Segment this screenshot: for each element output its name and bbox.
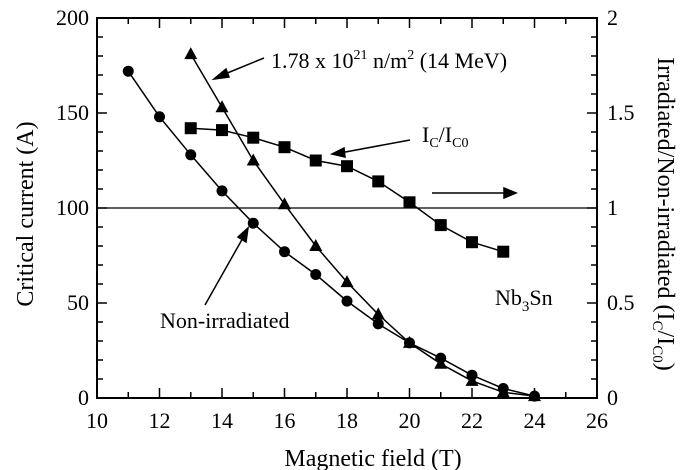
square-marker (434, 219, 447, 232)
x-tick-label: 24 (524, 408, 546, 433)
triangle-series-line (190, 53, 535, 397)
x-tick-label: 22 (461, 408, 483, 433)
irradiated-annotation: 1.78 x 1021 n/m2 (14 MeV) (271, 48, 507, 73)
non-irradiated-arrowhead (236, 226, 250, 244)
x-tick-label: 10 (86, 408, 108, 433)
x-axis-title: Magnetic field (T) (284, 446, 461, 470)
non-irradiated-arrow (204, 235, 245, 306)
y-tick-label: 200 (56, 5, 89, 30)
triangle-marker (434, 356, 448, 369)
y2-tick-label: 1 (607, 195, 618, 220)
y-tick-label: 100 (56, 195, 89, 220)
ratio-arrowhead (329, 146, 346, 158)
circle-marker (341, 295, 353, 307)
x-tick-label: 14 (211, 408, 233, 433)
square-marker (466, 236, 478, 249)
material-annotation: Nb3Sn (495, 285, 553, 315)
series-markers (122, 47, 541, 402)
circle-marker (310, 269, 322, 280)
triangle-marker (465, 373, 479, 386)
x-tick-label: 12 (149, 408, 171, 433)
x-tick-label: 26 (586, 408, 608, 433)
triangle-marker (215, 100, 229, 113)
triangle-marker (496, 385, 510, 398)
square-marker (184, 122, 197, 135)
series-lines (127, 53, 535, 397)
circle-marker (279, 246, 290, 258)
ratio-annotation: IC/IC0 (422, 122, 468, 151)
y2-tick-label: 1.5 (607, 100, 635, 125)
square-marker (341, 160, 353, 173)
circle-marker (185, 149, 197, 161)
square-marker (403, 196, 416, 209)
non-irradiated-annotation: Non-irradiated (160, 308, 290, 333)
circle-marker (372, 318, 384, 330)
y-tick-label: 0 (78, 385, 89, 410)
ratio-arrow (339, 139, 411, 154)
x-tick-label: 16 (274, 408, 296, 433)
irradiated-arrowhead (211, 67, 231, 81)
triangle-marker (278, 197, 291, 210)
square-marker (372, 175, 385, 188)
y2-tick-label: 0 (607, 385, 618, 410)
y-tick-label: 150 (56, 100, 89, 125)
x-tick-label: 18 (336, 408, 358, 433)
square-marker (497, 245, 510, 258)
circle-series-line (127, 70, 535, 397)
square-marker (278, 141, 291, 154)
triangle-marker (340, 275, 354, 288)
annotation-arrows (204, 57, 518, 306)
circle-marker (216, 185, 228, 197)
y-tick-label: 50 (67, 290, 89, 315)
axis-ticks (96, 17, 598, 399)
square-marker (309, 154, 322, 167)
triangle-marker (403, 335, 416, 348)
y2-axis-title: Irradiated/Non-irradiated (IC/IC0) (649, 57, 678, 370)
triangle-marker (309, 239, 323, 251)
circle-marker (247, 217, 259, 229)
y-axis-title: Critical current (A) (13, 121, 39, 306)
y2-tick-label: 0.5 (607, 290, 635, 315)
triangle-marker (246, 153, 260, 166)
square-marker (247, 131, 260, 144)
circle-marker (122, 65, 134, 77)
triangle-marker (371, 307, 385, 320)
x-tick-label: 20 (399, 408, 421, 433)
triangle-marker (184, 47, 198, 60)
y2-tick-label: 2 (607, 5, 618, 30)
right-axis-arrowhead (503, 186, 518, 200)
circle-marker (154, 111, 165, 123)
square-marker (216, 124, 228, 137)
